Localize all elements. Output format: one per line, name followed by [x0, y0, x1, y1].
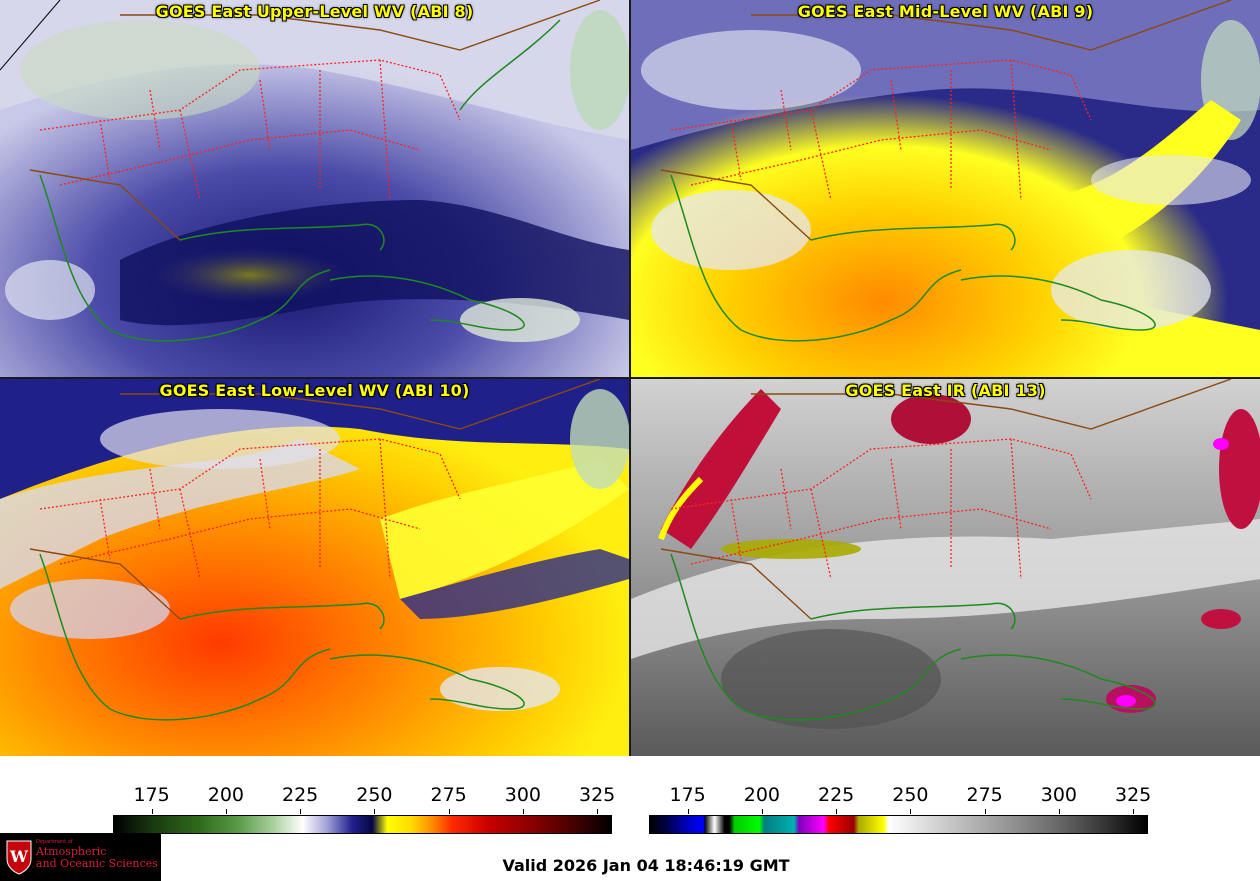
aos-logo: W Department of Atmospheric and Oceanic … — [0, 833, 161, 881]
ir-panel: GOES East IR (ABI 13) — [631, 379, 1260, 756]
upper-level-wv-image — [0, 0, 629, 377]
colorbar-tick-label: 250 — [892, 784, 929, 806]
colorbar-tick-mark — [522, 809, 524, 814]
colorbar-tick-label: 300 — [504, 784, 542, 806]
colorbar-tick-mark — [151, 809, 153, 814]
colorbar-tick-mark — [597, 809, 599, 814]
cold-cloud-tops — [658, 389, 1260, 713]
wv-colorbar-ticks: 175 200 225 250 275 300 325 — [113, 780, 616, 814]
colorbar-tick-label: 175 — [133, 784, 170, 806]
colorbar-tick-label: 325 — [579, 784, 616, 806]
colorbar-tick-label: 250 — [356, 784, 393, 806]
colorbar-tick-mark — [1133, 809, 1135, 814]
low-level-wv-image — [0, 379, 629, 756]
colorbar-tick-mark — [300, 809, 302, 814]
colorbar-tick-mark — [687, 809, 689, 814]
colorbar-tick-label: 275 — [966, 784, 1003, 806]
colorbar-tick-mark — [1058, 809, 1060, 814]
mid-level-wv-image — [631, 0, 1260, 377]
colorbar-tick-label: 325 — [1115, 784, 1152, 806]
svg-text:W: W — [9, 847, 29, 866]
logo-name-line1: Atmospheric — [36, 845, 107, 858]
colorbar-tick-label: 225 — [817, 784, 855, 806]
ir-colorbar-ticks: 175 200 225 250 275 300 325 — [649, 780, 1152, 814]
colorbar-tick-label: 275 — [430, 784, 467, 806]
panel-divider-horizontal — [0, 377, 1260, 379]
wv-colorbar-gradient — [113, 815, 612, 834]
panel-title: GOES East Low-Level WV (ABI 10) — [159, 381, 470, 400]
upper-level-wv-panel: GOES East Upper-Level WV (ABI 8) — [0, 0, 629, 377]
colorbar-tick-mark — [984, 809, 986, 814]
colorbar-tick-mark — [225, 809, 227, 814]
panel-title: GOES East IR (ABI 13) — [845, 381, 1046, 400]
colorbar-tick-mark — [761, 809, 763, 814]
university-seal-icon: W — [6, 840, 32, 875]
logo-department: Department of — [36, 839, 73, 845]
ir-colorbar-gradient — [649, 815, 1148, 834]
colorbar-tick-mark — [374, 809, 376, 814]
panel-title: GOES East Mid-Level WV (ABI 9) — [797, 2, 1094, 21]
wv-colorbar: 175 200 225 250 275 300 325 — [113, 780, 616, 840]
colorbar-tick-mark — [910, 809, 912, 814]
colorbar-tick-label: 225 — [281, 784, 319, 806]
colorbar-tick-mark — [836, 809, 838, 814]
logo-name-line2: and Oceanic Sciences — [36, 857, 158, 870]
colorbar-tick-label: 200 — [207, 784, 244, 806]
colorbar-tick-label: 200 — [743, 784, 780, 806]
colorbar-tick-mark — [448, 809, 450, 814]
panel-title: GOES East Upper-Level WV (ABI 8) — [155, 2, 474, 21]
colorbar-tick-label: 300 — [1040, 784, 1078, 806]
ir-colorbar: 175 200 225 250 275 300 325 — [649, 780, 1152, 840]
valid-time: Valid 2026 Jan 04 18:46:19 GMT — [502, 856, 790, 875]
mid-level-wv-panel: GOES East Mid-Level WV (ABI 9) — [631, 0, 1260, 377]
low-level-wv-panel: GOES East Low-Level WV (ABI 10) — [0, 379, 629, 756]
ir-image — [631, 379, 1260, 756]
colorbar-tick-label: 175 — [669, 784, 706, 806]
